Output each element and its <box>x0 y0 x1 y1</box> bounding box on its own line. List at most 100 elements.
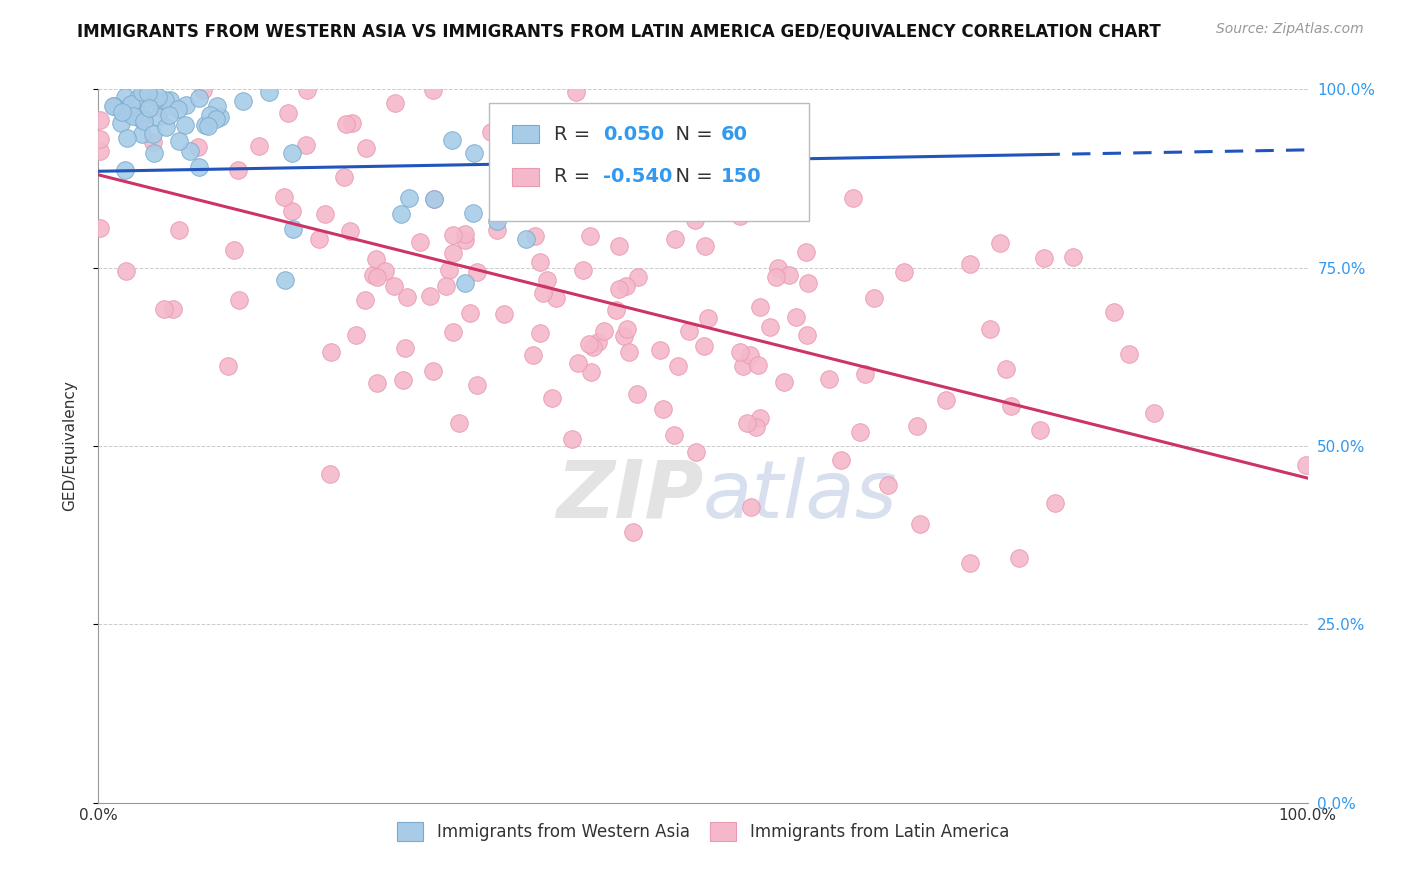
Point <box>187 140 209 154</box>
Point <box>228 163 250 178</box>
Point <box>131 105 153 120</box>
Point <box>194 118 217 132</box>
Text: -0.540: -0.540 <box>603 168 672 186</box>
Point <box>384 95 406 110</box>
Point <box>344 327 367 342</box>
Point <box>662 428 685 442</box>
Point <box>142 146 165 161</box>
Point <box>167 223 190 237</box>
Point <box>200 107 222 121</box>
Point <box>173 118 195 132</box>
Point <box>1143 406 1166 420</box>
Point <box>111 105 134 120</box>
Point <box>217 359 239 373</box>
Point <box>366 376 388 391</box>
Point <box>131 127 153 141</box>
Point <box>153 301 176 316</box>
Point <box>155 93 177 107</box>
Point <box>537 171 560 186</box>
Point <box>1043 496 1066 510</box>
Point <box>794 245 817 260</box>
Point <box>148 90 170 104</box>
Point <box>187 91 209 105</box>
Point <box>849 425 872 440</box>
Point <box>605 302 627 317</box>
Text: N =: N = <box>664 168 718 186</box>
Point <box>935 392 957 407</box>
Point <box>281 145 304 160</box>
Point <box>786 144 808 158</box>
Point <box>142 127 165 141</box>
Point <box>619 345 641 359</box>
Point <box>273 190 295 204</box>
Point <box>146 110 169 124</box>
Point <box>398 191 420 205</box>
Point <box>1032 251 1054 265</box>
FancyBboxPatch shape <box>512 169 538 186</box>
Point <box>120 99 142 113</box>
Point <box>735 416 758 430</box>
Point <box>228 293 250 308</box>
Text: R =: R = <box>554 168 596 186</box>
Point <box>447 416 470 430</box>
Point <box>988 235 1011 250</box>
Point <box>747 359 769 373</box>
Point <box>340 116 363 130</box>
Point <box>730 210 752 224</box>
Legend: Immigrants from Western Asia, Immigrants from Latin America: Immigrants from Western Asia, Immigrants… <box>389 815 1017 848</box>
Point <box>465 265 488 279</box>
Point <box>422 83 444 97</box>
Point <box>179 144 201 158</box>
Point <box>423 192 446 206</box>
Point <box>129 110 152 124</box>
Point <box>614 279 637 293</box>
Point <box>607 282 630 296</box>
Point <box>193 83 215 97</box>
Point <box>277 106 299 120</box>
Point <box>841 191 863 205</box>
Point <box>295 83 318 97</box>
Point <box>529 255 551 269</box>
Point <box>492 307 515 321</box>
Point <box>392 374 415 388</box>
Point <box>544 291 567 305</box>
Point <box>959 257 981 271</box>
Point <box>437 263 460 277</box>
Point <box>652 402 675 417</box>
Point <box>650 343 672 358</box>
Point <box>101 98 124 112</box>
Point <box>115 264 138 278</box>
Point <box>118 106 141 120</box>
Point <box>567 355 589 369</box>
Point <box>666 359 689 373</box>
Point <box>908 517 931 532</box>
Point <box>817 372 839 386</box>
Point <box>89 221 111 235</box>
Point <box>167 134 190 148</box>
Point <box>308 232 330 246</box>
Point <box>797 276 820 290</box>
FancyBboxPatch shape <box>489 103 810 221</box>
Point <box>114 89 136 103</box>
Point <box>363 268 385 283</box>
Point <box>796 328 818 343</box>
Point <box>621 524 644 539</box>
Point <box>733 359 755 374</box>
Point <box>131 112 153 126</box>
Point <box>693 339 716 353</box>
Point <box>150 102 173 116</box>
Point <box>728 344 751 359</box>
Point <box>174 97 197 112</box>
Point <box>89 132 111 146</box>
Point <box>693 238 716 252</box>
Point <box>333 169 356 184</box>
Point <box>616 322 638 336</box>
Point <box>571 263 593 277</box>
Point <box>209 111 232 125</box>
Point <box>205 99 228 113</box>
Point <box>441 246 464 260</box>
Point <box>876 477 898 491</box>
Point <box>197 119 219 133</box>
Point <box>593 324 616 338</box>
Point <box>434 279 457 293</box>
